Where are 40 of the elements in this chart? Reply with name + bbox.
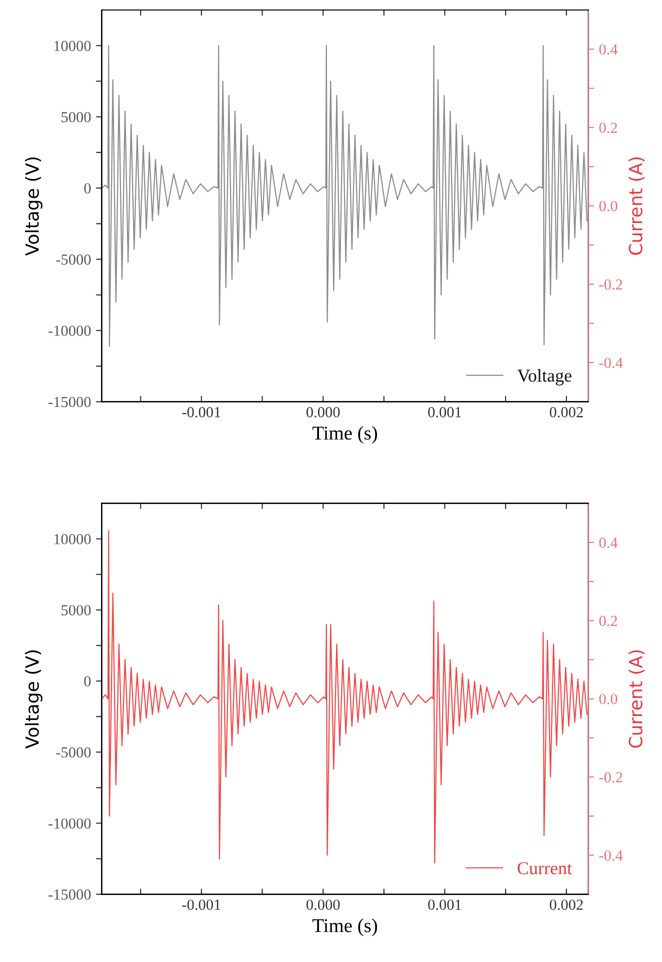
y2-tick-label: -0.4	[599, 358, 623, 368]
y2-tick-label: 0.0	[599, 694, 618, 704]
x-axis-title: Time (s)	[312, 918, 378, 936]
y-tick-label: -15000	[48, 396, 91, 408]
x-tick-label: 0.001	[428, 407, 462, 418]
x-tick-label: -0.001	[182, 900, 220, 910]
legend-label: Current	[518, 862, 572, 874]
y2-tick-label: -0.4	[599, 850, 623, 861]
x-tick-label: 0.000	[306, 900, 340, 910]
y-tick-label: -15000	[48, 889, 91, 900]
y2-tick-label: 0.4	[599, 44, 618, 55]
legend-label: Voltage	[517, 369, 572, 386]
y2-tick-label: -0.2	[599, 772, 622, 783]
y2-tick-label: 0.2	[599, 616, 617, 626]
line-series	[102, 45, 588, 347]
y-tick-label: -5000	[56, 747, 91, 758]
y-tick-label: 5000	[62, 605, 91, 616]
x-tick-label: 0.000	[306, 407, 340, 418]
x-tick-label: 0.002	[550, 407, 583, 418]
y2-tick-label: -0.2	[599, 279, 622, 290]
y2-axis-title: Current (A)	[628, 157, 645, 255]
y2-tick-label: 0.0	[599, 201, 618, 212]
x-tick-label: 0.002	[550, 900, 583, 910]
y2-tick-label: 0.2	[599, 122, 617, 134]
y-tick-label: 0	[84, 676, 91, 686]
y-tick-label: 10000	[54, 40, 91, 52]
x-tick-label: 0.001	[428, 900, 462, 910]
y-axis-title: Voltage (V)	[24, 157, 42, 256]
y-tick-label: -10000	[48, 326, 91, 336]
x-axis-title: Time (s)	[312, 426, 378, 444]
y-tick-label: 5000	[62, 112, 91, 122]
y-axis-title: Voltage (V)	[24, 650, 42, 749]
y2-tick-label: 0.4	[599, 538, 618, 548]
y-tick-label: -10000	[48, 818, 91, 829]
x-tick-label: -0.001	[182, 407, 220, 418]
line-series	[102, 530, 588, 864]
y-tick-label: 0	[84, 183, 91, 194]
y2-axis-title: Current (A)	[628, 650, 645, 748]
y-tick-label: 10000	[54, 534, 91, 544]
y-tick-label: -5000	[56, 254, 91, 265]
